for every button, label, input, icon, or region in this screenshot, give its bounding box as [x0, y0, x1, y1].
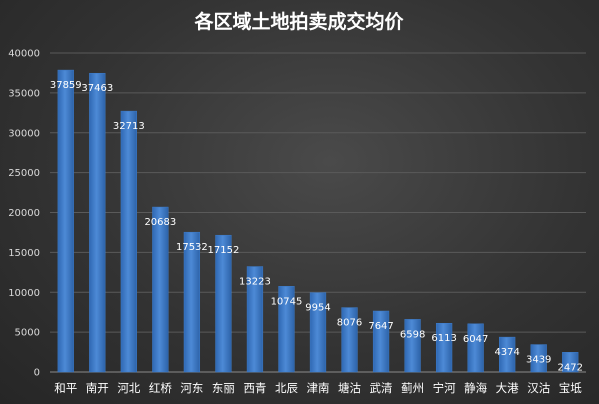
data-label-河北: 32713	[113, 121, 145, 132]
x-category-label: 大港	[496, 381, 519, 395]
x-category-label: 西青	[243, 381, 266, 395]
data-label-武清: 7647	[368, 321, 393, 332]
bar-宝坻	[562, 352, 579, 373]
y-tick-label: 30000	[8, 128, 40, 139]
data-label-西青: 13223	[239, 277, 271, 288]
data-label-宝坻: 2472	[558, 362, 583, 373]
x-category-label: 宝坻	[559, 381, 582, 395]
y-tick-label: 25000	[8, 168, 40, 179]
y-tick-label: 5000	[15, 328, 40, 339]
bar-蓟州	[404, 319, 421, 373]
bar-静海	[467, 323, 484, 373]
bar-津南	[309, 292, 327, 373]
bar-河北	[120, 110, 137, 373]
x-category-label: 红桥	[149, 381, 172, 395]
data-label-大港: 4374	[494, 347, 519, 358]
y-tick-label: 35000	[8, 88, 40, 99]
y-tick-label: 0	[34, 368, 40, 379]
bar-宁河	[435, 322, 453, 373]
data-label-宁河: 6113	[431, 333, 456, 344]
bar-南开	[89, 72, 106, 373]
bar-和平	[57, 69, 74, 373]
y-tick-label: 20000	[8, 208, 40, 219]
bar-红桥	[152, 206, 169, 373]
x-category-label: 蓟州	[401, 381, 424, 395]
bar-北辰	[278, 286, 295, 373]
bar-武清	[372, 310, 390, 373]
data-label-红桥: 20683	[144, 217, 176, 228]
x-category-label: 宁河	[433, 381, 456, 395]
data-label-和平: 37859	[50, 80, 82, 91]
data-label-静海: 6047	[463, 334, 488, 345]
x-category-label: 塘沽	[338, 381, 361, 395]
bar-汉沽	[530, 344, 547, 373]
chart-title: 各区域土地拍卖成交均价	[193, 10, 404, 33]
bar-塘沽	[341, 307, 358, 373]
data-label-塘沽: 8076	[337, 318, 362, 329]
y-tick-label: 15000	[8, 248, 40, 259]
labels-layer: 0 5000 10000 15000 20000 25000 30000 35000 40000…	[8, 49, 583, 396]
x-category-label: 河北	[117, 381, 140, 395]
data-label-汉沽: 3439	[526, 355, 551, 366]
x-category-label: 汉沽	[527, 381, 550, 395]
data-label-蓟州: 6598	[400, 329, 425, 340]
data-label-东丽: 17152	[208, 245, 240, 256]
x-category-label: 北辰	[275, 381, 298, 395]
x-category-label: 津南	[307, 381, 330, 395]
data-label-河东: 17532	[176, 242, 208, 253]
y-tick-label: 10000	[8, 288, 40, 299]
x-category-label: 河东	[180, 381, 203, 395]
bar-河东	[183, 231, 201, 373]
data-label-南开: 37463	[81, 83, 113, 94]
bar-大港	[499, 336, 516, 373]
x-category-label: 南开	[86, 381, 109, 395]
x-category-label: 武清	[370, 381, 393, 395]
x-category-label: 东丽	[212, 381, 235, 395]
data-label-北辰: 10745	[271, 296, 303, 307]
y-tick-label: 40000	[8, 49, 40, 60]
bar-东丽	[215, 234, 232, 373]
data-label-津南: 9954	[305, 303, 330, 314]
x-category-label: 静海	[464, 381, 487, 395]
bar-西青	[246, 266, 264, 373]
x-category-label: 和平	[54, 381, 77, 395]
bars-layer	[57, 69, 579, 373]
